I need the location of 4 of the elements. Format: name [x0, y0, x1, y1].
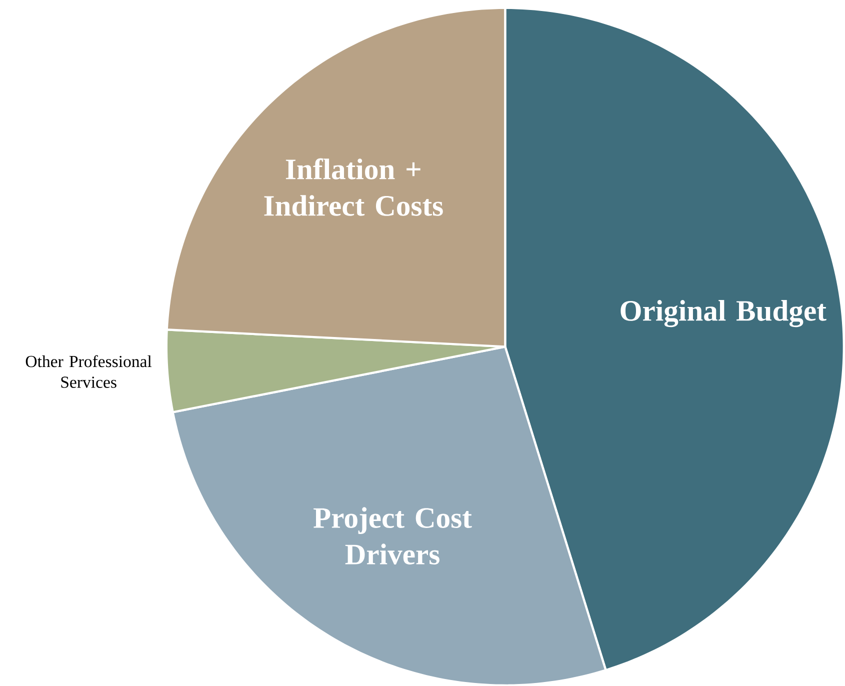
slice-label: Original Budget — [620, 300, 826, 327]
slice-label: Project Cost Drivers — [314, 506, 472, 564]
slice-label: Inflation + Indirect Costs — [264, 158, 443, 216]
slice-label: Other Professional Services — [26, 354, 152, 388]
